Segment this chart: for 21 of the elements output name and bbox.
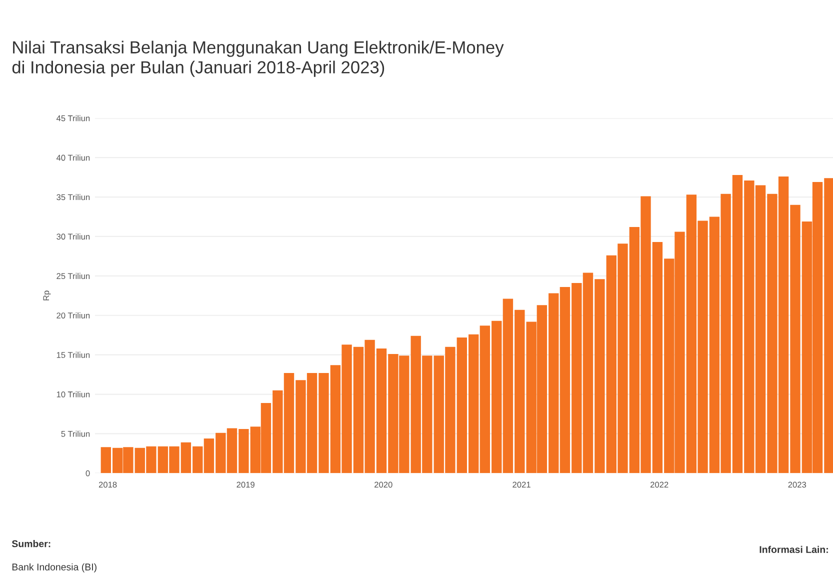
y-tick-label: 15 Triliun — [56, 352, 90, 358]
y-axis-title: Rp — [43, 290, 51, 300]
text: Sumber: — [12, 540, 50, 548]
text: Bank Indonesia (BI) — [12, 563, 96, 572]
text: Informasi Lain: — [760, 546, 828, 553]
x-tick-label: 2020 — [374, 482, 392, 488]
y-tick-label: 10 Triliun — [56, 391, 90, 398]
x-tick-label: 2023 — [788, 482, 806, 488]
x-tick-label: 2019 — [236, 482, 254, 488]
y-tick-label: 0 — [86, 470, 90, 476]
x-tick-label: 2021 — [512, 482, 530, 488]
x-tick-label: 2022 — [650, 482, 668, 488]
y-tick-label: 5 Triliun — [61, 430, 90, 437]
y-tick-label: 25 Triliun — [56, 272, 90, 280]
x-tick-label: 2018 — [98, 482, 117, 488]
y-tick-label: 35 Triliun — [56, 194, 90, 200]
chart-title: Nilai Transaksi Belanja Menggunakan Uang Elektronik/E-Money di Indonesia per Bulan (Januari 2018-April 2023) — [12, 40, 504, 77]
y-tick-label: 30 Triliun — [56, 233, 90, 240]
y-tick-label: 40 Triliun — [56, 154, 90, 161]
y-tick-label: 45 Triliun — [56, 115, 90, 122]
y-tick-label: 20 Triliun — [56, 312, 90, 318]
